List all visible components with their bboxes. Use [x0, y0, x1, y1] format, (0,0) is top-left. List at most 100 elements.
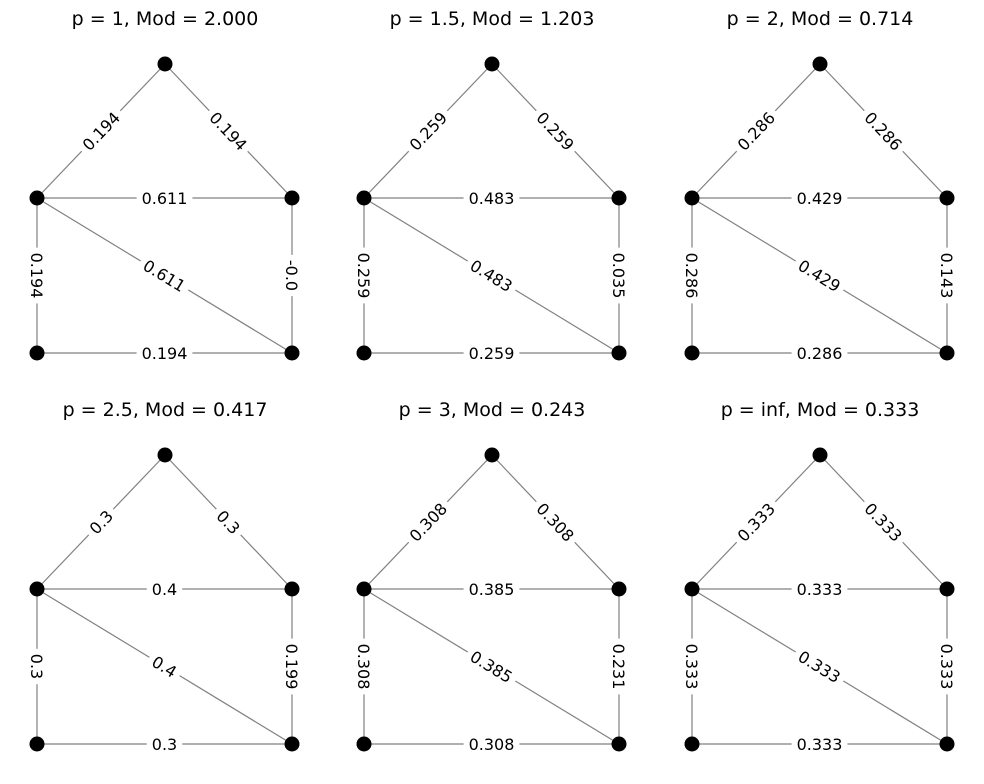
- edge-weight-label: 0.035: [609, 253, 628, 299]
- edge-label-mid-left-mid-right: 0.4: [146, 579, 183, 599]
- edge-label-apex-mid-left: 0.286: [729, 103, 783, 159]
- edge-label-background: [135, 252, 194, 299]
- edge-label-background: [354, 247, 374, 304]
- edge-weight-label: 0.483: [467, 256, 516, 296]
- node-bottom-left: [356, 345, 372, 361]
- panel-title: p = 1.5, Mod = 1.203: [390, 8, 595, 30]
- edge-label-background: [136, 343, 193, 363]
- edge-label-mid-left-mid-right: 0.429: [791, 188, 848, 208]
- edge-weight-label: 0.3: [152, 735, 177, 754]
- panel-title: p = 1, Mod = 2.000: [72, 8, 259, 30]
- edge-weight-label: 0.333: [797, 580, 843, 599]
- node-bottom-left: [684, 345, 700, 361]
- edge-label-background: [136, 188, 193, 208]
- edge-label-apex-mid-right: 0.286: [857, 103, 910, 159]
- edge-label-background: [209, 502, 248, 542]
- node-mid-right: [284, 190, 300, 206]
- edge-weight-label: 0.143: [937, 253, 956, 299]
- edge-weight-label: -0.0: [282, 260, 301, 291]
- edge-label-mid-left-bottom-right: 0.611: [135, 252, 194, 299]
- edge-label-background: [27, 648, 47, 685]
- edge-label-background: [463, 188, 520, 208]
- edge-label-background: [354, 638, 374, 695]
- node-mid-left: [356, 190, 372, 206]
- edge-label-apex-mid-right: 0.308: [529, 494, 582, 550]
- edge-weight-label: 0.333: [734, 499, 779, 545]
- edge-label-bottom-left-bottom-right: 0.194: [136, 343, 193, 363]
- node-bottom-right: [284, 736, 300, 752]
- edge-weight-label: 0.308: [469, 735, 515, 754]
- edge-label-background: [729, 103, 783, 159]
- edge-label-mid-left-bottom-left: 0.286: [682, 247, 702, 304]
- edge-label-mid-right-bottom-right: 0.199: [282, 638, 302, 695]
- edge-label-mid-left-bottom-right: 0.483: [462, 252, 521, 299]
- edge-weight-label: 0.231: [609, 644, 628, 690]
- node-apex: [484, 447, 500, 463]
- edge-label-background: [791, 188, 848, 208]
- node-bottom-right: [611, 345, 627, 361]
- edge-weight-label: 0.199: [282, 644, 301, 690]
- edge-label-apex-mid-right: 0.333: [857, 494, 910, 550]
- edge-weight-label: 0.333: [937, 644, 956, 690]
- edge-weight-label: 0.286: [682, 253, 701, 299]
- edge-weight-label: 0.194: [27, 253, 46, 299]
- edge-label-mid-left-mid-right: 0.333: [791, 579, 848, 599]
- panel-title: p = inf, Mod = 0.333: [721, 399, 920, 421]
- edge-label-apex-mid-right: 0.259: [529, 103, 582, 159]
- edge-label-mid-left-mid-right: 0.611: [136, 188, 193, 208]
- edge-label-apex-mid-left: 0.333: [729, 494, 783, 550]
- panel-title: p = 2, Mod = 0.714: [727, 8, 914, 30]
- graph-panel: p = 3, Mod = 0.243 0.308 0.308 0.385 0.308 0.…: [354, 399, 629, 754]
- edge-weight-label: 0.333: [797, 735, 843, 754]
- edge-label-mid-right-bottom-right: 0.143: [937, 247, 957, 304]
- node-apex: [157, 447, 173, 463]
- edge-label-background: [146, 734, 183, 754]
- edge-label-background: [462, 643, 521, 690]
- edge-label-background: [857, 494, 910, 550]
- edge-weight-label: 0.483: [469, 189, 515, 208]
- node-apex: [484, 56, 500, 72]
- edge-weight-label: 0.259: [532, 108, 577, 154]
- edge-label-mid-left-bottom-left: 0.259: [354, 247, 374, 304]
- edge-label-background: [791, 579, 848, 599]
- edge-weight-label: 0.259: [354, 253, 373, 299]
- node-bottom-right: [611, 736, 627, 752]
- node-bottom-left: [684, 736, 700, 752]
- edge-label-background: [463, 343, 520, 363]
- edge-label-background: [401, 103, 455, 159]
- edge-label-background: [282, 254, 302, 297]
- edge-label-mid-right-bottom-right: 0.231: [609, 638, 629, 695]
- edge-label-background: [609, 638, 629, 695]
- node-mid-right: [284, 581, 300, 597]
- edge-label-apex-mid-left: 0.308: [401, 494, 455, 550]
- node-apex: [157, 56, 173, 72]
- node-bottom-right: [284, 345, 300, 361]
- edge-label-background: [682, 247, 702, 304]
- edge-weight-label: 0.333: [682, 644, 701, 690]
- node-mid-left: [356, 581, 372, 597]
- edge-weight-label: 0.308: [532, 499, 577, 545]
- node-mid-left: [684, 581, 700, 597]
- edge-weight-label: 0.611: [142, 189, 188, 208]
- edge-label-mid-left-bottom-right: 0.4: [144, 648, 185, 685]
- node-bottom-left: [29, 345, 45, 361]
- edge-label-background: [790, 252, 849, 299]
- edge-label-background: [529, 103, 582, 159]
- edge-label-background: [937, 638, 957, 695]
- node-bottom-right: [939, 736, 955, 752]
- edge-label-mid-right-bottom-right: -0.0: [282, 254, 302, 297]
- node-mid-left: [29, 581, 45, 597]
- edge-weight-label: 0.429: [795, 256, 844, 296]
- edge-label-mid-left-bottom-right: 0.429: [790, 252, 849, 299]
- edge-label-background: [81, 502, 121, 542]
- graph-panel: p = 1.5, Mod = 1.203 0.259 0.259 0.483 0.259…: [354, 8, 629, 363]
- edge-label-background: [462, 252, 521, 299]
- edge-weight-label: 0.333: [795, 647, 844, 687]
- edge-label-mid-right-bottom-right: 0.333: [937, 638, 957, 695]
- graph-panel: p = 2, Mod = 0.714 0.286 0.286 0.429 0.286 0.…: [682, 8, 957, 363]
- edge-label-mid-left-bottom-left: 0.333: [682, 638, 702, 695]
- edge-weight-label: 0.611: [140, 256, 189, 296]
- edge-label-mid-left-mid-right: 0.483: [463, 188, 520, 208]
- edge-label-background: [609, 247, 629, 304]
